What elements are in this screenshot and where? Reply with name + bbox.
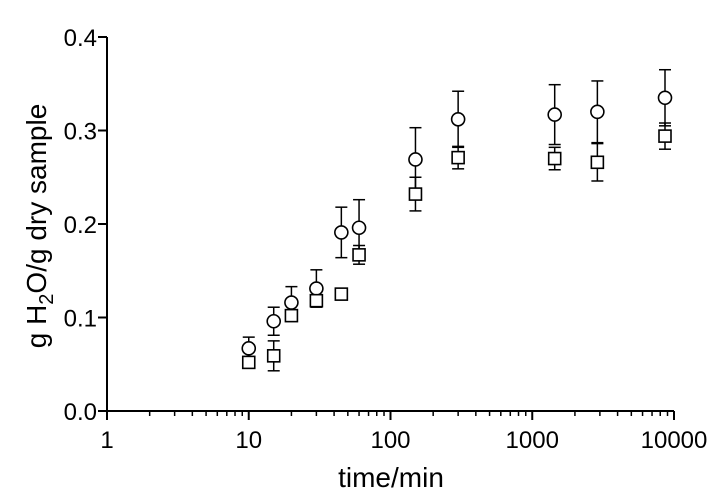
square-marker: [241, 355, 256, 370]
circle-marker: [241, 341, 257, 356]
y-axis-label-part-2: O/g dry sample: [21, 104, 52, 294]
square-marker: [408, 187, 423, 201]
circle-marker: [309, 281, 324, 296]
x-tick-label: 10000: [641, 427, 708, 454]
square-marker: [266, 349, 281, 363]
square-marker: [309, 293, 324, 308]
square-marker: [352, 248, 366, 262]
circle-marker: [657, 90, 673, 106]
data-marks: [241, 68, 673, 372]
y-axis-label-part-1: g H: [21, 305, 52, 349]
square-marker: [590, 155, 605, 170]
square-marker: [334, 287, 349, 301]
y-tick-label: 0.4: [64, 25, 97, 52]
square-marker: [284, 308, 299, 323]
x-tick-label: 100: [370, 427, 410, 454]
y-tick-label: 0.0: [64, 399, 97, 426]
circle-marker: [408, 152, 423, 167]
circle-marker: [284, 295, 299, 310]
circle-marker: [351, 220, 367, 236]
square-marker: [451, 150, 465, 165]
x-tick-label: 1: [100, 427, 113, 454]
y-axis-label: g H2O/g dry sample: [21, 104, 58, 349]
circle-marker: [547, 107, 562, 122]
axes: 0.0 0.1 0.2 0.3 0.4 1 10 100 1000 10000: [64, 25, 708, 454]
y-tick-label: 0.1: [64, 306, 97, 333]
circle-marker: [590, 104, 605, 120]
x-axis-label: time/min: [338, 462, 444, 493]
y-tick-label: 0.2: [64, 212, 97, 239]
circle-marker: [450, 111, 466, 127]
x-tick-label: 10: [235, 427, 262, 454]
y-axis-label-subscript: 2: [36, 294, 58, 305]
circle-marker: [266, 313, 282, 329]
square-marker: [547, 151, 562, 166]
x-tick-label: 1000: [506, 427, 559, 454]
circle-marker: [334, 225, 349, 240]
square-marker: [658, 129, 672, 143]
y-tick-label: 0.3: [64, 119, 97, 146]
